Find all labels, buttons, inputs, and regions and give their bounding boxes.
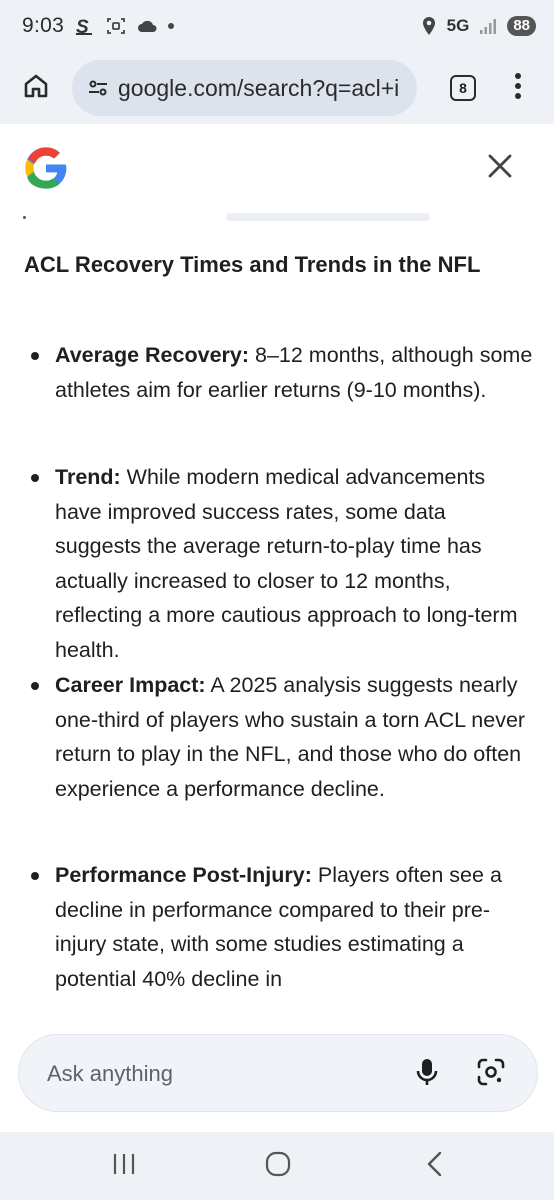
tab-switcher-button[interactable]: 8 <box>433 52 493 124</box>
list-item-body: A 2025 analysis suggests nearly one-thir… <box>55 673 526 801</box>
status-time: 9:03 <box>22 14 65 37</box>
close-button[interactable] <box>478 146 522 190</box>
more-vert-icon <box>514 72 522 104</box>
home-nav-icon <box>265 1151 291 1182</box>
bullet-point <box>31 872 39 880</box>
google-lens-button[interactable] <box>471 1054 511 1094</box>
site-settings-icon[interactable] <box>84 74 112 102</box>
ask-input[interactable] <box>47 1059 387 1089</box>
screenshot-icon <box>106 16 126 36</box>
url-bar[interactable]: google.com/search?q=acl+i <box>72 60 417 116</box>
google-logo <box>22 144 70 192</box>
bullet-point <box>31 474 39 482</box>
decorative-dot <box>23 216 26 219</box>
list-item-text: Career Impact: A 2025 analysis suggests … <box>55 668 535 806</box>
more-options-button[interactable] <box>493 52 543 124</box>
status-right: 5G 88 <box>421 16 536 36</box>
bullet-point <box>31 682 39 690</box>
notification-dot <box>168 23 175 29</box>
location-icon <box>421 16 437 36</box>
status-left: 9:03 S <box>22 14 175 38</box>
home-icon <box>22 72 50 105</box>
status-bar: 9:03 S 5G 88 <box>0 0 554 52</box>
list-item-body: 8–12 months, although some athletes aim … <box>55 343 533 402</box>
cloud-icon <box>136 18 158 34</box>
voice-search-button[interactable] <box>407 1054 447 1094</box>
url-text: google.com/search?q=acl+i <box>118 74 400 101</box>
article-heading: ACL Recovery Times and Trends in the NFL <box>24 252 481 277</box>
tab-switcher-icon: 8 <box>450 75 476 101</box>
back-icon <box>425 1151 443 1182</box>
browser-toolbar: google.com/search?q=acl+i 8 <box>0 52 554 124</box>
system-nav-bar <box>0 1132 554 1200</box>
list-item-term: Average Recovery: <box>55 343 250 367</box>
ask-bar <box>18 1034 538 1112</box>
s-app-icon: S <box>74 16 96 36</box>
battery-indicator: 88 <box>507 16 536 36</box>
list-item-term: Trend: <box>55 465 121 489</box>
list-item-body: While modern medical advancements have i… <box>55 465 518 662</box>
panel-header <box>0 124 554 224</box>
recent-apps-icon <box>111 1152 137 1181</box>
recent-apps-button[interactable] <box>94 1146 154 1186</box>
list-item-term: Performance Post-Injury: <box>55 863 312 887</box>
svg-text:S: S <box>76 17 89 36</box>
network-type: 5G <box>446 16 470 35</box>
previous-content-edge <box>226 213 430 221</box>
list-item-body: Players often see a decline in performan… <box>55 863 502 991</box>
close-icon <box>487 153 513 184</box>
signal-icon <box>479 17 497 35</box>
list-item-text: Average Recovery: 8–12 months, although … <box>55 338 535 407</box>
mic-icon <box>415 1057 439 1092</box>
list-item-term: Career Impact: <box>55 673 206 697</box>
bullet-point <box>31 352 39 360</box>
list-item-text: Performance Post-Injury: Players often s… <box>55 858 535 996</box>
back-button[interactable] <box>404 1146 464 1186</box>
google-lens-icon <box>476 1057 506 1092</box>
home-button[interactable] <box>0 52 72 124</box>
home-nav-button[interactable] <box>248 1146 308 1186</box>
list-item-text: Trend: While modern medical advancements… <box>55 460 535 667</box>
